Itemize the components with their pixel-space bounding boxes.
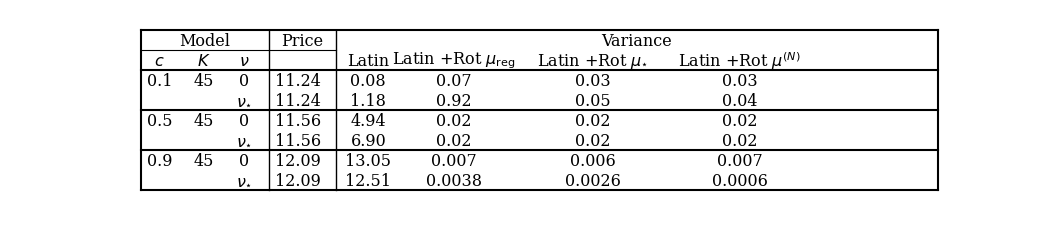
Text: Model: Model bbox=[180, 33, 231, 49]
Text: 13.05: 13.05 bbox=[345, 152, 392, 169]
Text: 12.09: 12.09 bbox=[275, 152, 321, 169]
Text: $\nu_{\star}$: $\nu_{\star}$ bbox=[236, 92, 253, 109]
Text: 11.24: 11.24 bbox=[275, 92, 321, 109]
Text: 0.04: 0.04 bbox=[722, 92, 757, 109]
Text: 0.02: 0.02 bbox=[722, 132, 757, 149]
Text: 0.5: 0.5 bbox=[146, 112, 172, 129]
Text: 0: 0 bbox=[239, 112, 250, 129]
Text: 0.08: 0.08 bbox=[351, 72, 386, 89]
Text: 0.05: 0.05 bbox=[575, 92, 611, 109]
Text: 45: 45 bbox=[194, 72, 214, 89]
Text: 6.90: 6.90 bbox=[351, 132, 386, 149]
Text: 0.007: 0.007 bbox=[431, 152, 477, 169]
Text: 0.1: 0.1 bbox=[146, 72, 172, 89]
Text: 0.02: 0.02 bbox=[575, 112, 611, 129]
Text: $\nu_{\star}$: $\nu_{\star}$ bbox=[236, 132, 253, 149]
Text: 12.51: 12.51 bbox=[345, 172, 392, 189]
Text: 0: 0 bbox=[239, 152, 250, 169]
Text: 45: 45 bbox=[194, 152, 214, 169]
Text: 0.02: 0.02 bbox=[575, 132, 611, 149]
Text: 0.0026: 0.0026 bbox=[564, 172, 620, 189]
Text: 0.92: 0.92 bbox=[436, 92, 472, 109]
Text: $\nu_{\star}$: $\nu_{\star}$ bbox=[236, 172, 253, 189]
Text: 0.006: 0.006 bbox=[570, 152, 616, 169]
Text: Latin $+$Rot $\mu^{(N)}$: Latin $+$Rot $\mu^{(N)}$ bbox=[678, 50, 801, 72]
Text: 4.94: 4.94 bbox=[351, 112, 386, 129]
Text: 0: 0 bbox=[239, 72, 250, 89]
Text: Latin: Latin bbox=[347, 52, 390, 69]
Text: 0.02: 0.02 bbox=[436, 112, 472, 129]
Text: 0.007: 0.007 bbox=[717, 152, 762, 169]
Text: Price: Price bbox=[281, 33, 323, 49]
Text: 11.24: 11.24 bbox=[275, 72, 321, 89]
Text: $c$: $c$ bbox=[154, 52, 164, 69]
Text: 12.09: 12.09 bbox=[275, 172, 321, 189]
Text: 0.03: 0.03 bbox=[721, 72, 757, 89]
Text: 11.56: 11.56 bbox=[275, 112, 321, 129]
Text: 0.02: 0.02 bbox=[436, 132, 472, 149]
Text: Variance: Variance bbox=[601, 33, 672, 49]
Text: 45: 45 bbox=[194, 112, 214, 129]
Text: 0.9: 0.9 bbox=[146, 152, 172, 169]
Text: 0.0006: 0.0006 bbox=[712, 172, 768, 189]
Text: 0.03: 0.03 bbox=[575, 72, 611, 89]
Text: 1.18: 1.18 bbox=[351, 92, 386, 109]
Text: $\nu$: $\nu$ bbox=[239, 52, 250, 69]
Text: $K$: $K$ bbox=[197, 52, 211, 69]
Text: Latin $+$Rot $\mu_{\star}$: Latin $+$Rot $\mu_{\star}$ bbox=[537, 52, 649, 70]
Text: 0.0038: 0.0038 bbox=[426, 172, 482, 189]
Text: 11.56: 11.56 bbox=[275, 132, 321, 149]
Text: 0.07: 0.07 bbox=[436, 72, 472, 89]
Text: 0.02: 0.02 bbox=[722, 112, 757, 129]
Text: Latin $+$Rot $\mu_{\mathrm{reg}}$: Latin $+$Rot $\mu_{\mathrm{reg}}$ bbox=[392, 51, 516, 71]
